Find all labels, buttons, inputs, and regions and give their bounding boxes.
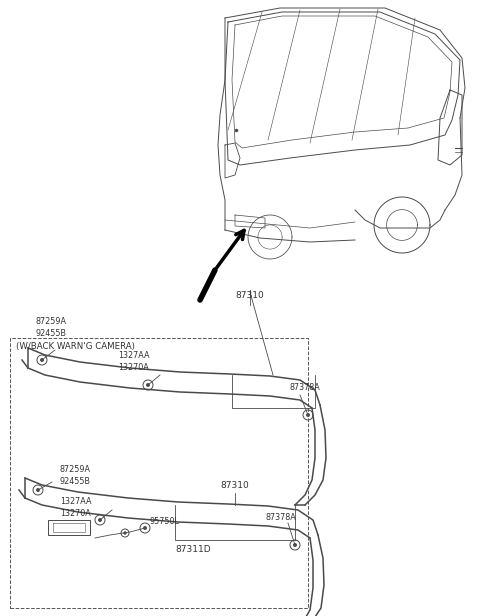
Text: (W/BACK WARN'G CAMERA): (W/BACK WARN'G CAMERA) — [16, 342, 135, 351]
Text: 92455B: 92455B — [60, 477, 91, 487]
Text: 1327AA: 1327AA — [118, 351, 149, 360]
Circle shape — [41, 359, 43, 361]
Text: 87310: 87310 — [236, 291, 264, 299]
Circle shape — [307, 414, 309, 416]
Text: 13270A: 13270A — [118, 362, 149, 371]
Text: 87378A: 87378A — [290, 384, 321, 392]
Text: 87310: 87310 — [220, 480, 249, 490]
Text: 87259A: 87259A — [60, 466, 91, 474]
Text: 87259A: 87259A — [35, 317, 66, 326]
Text: 87378A: 87378A — [265, 514, 296, 522]
Text: 87311D: 87311D — [175, 546, 211, 554]
Circle shape — [124, 532, 126, 534]
Circle shape — [147, 384, 149, 386]
Bar — [10, 338, 308, 608]
Circle shape — [294, 544, 296, 546]
Text: 92455B: 92455B — [35, 330, 66, 339]
Text: 1327AA: 1327AA — [60, 498, 92, 506]
Circle shape — [144, 527, 146, 529]
Text: 95750L: 95750L — [150, 517, 180, 527]
Text: 13270A: 13270A — [60, 509, 91, 519]
Circle shape — [37, 488, 39, 491]
Bar — [48, 520, 90, 535]
Circle shape — [99, 519, 101, 521]
